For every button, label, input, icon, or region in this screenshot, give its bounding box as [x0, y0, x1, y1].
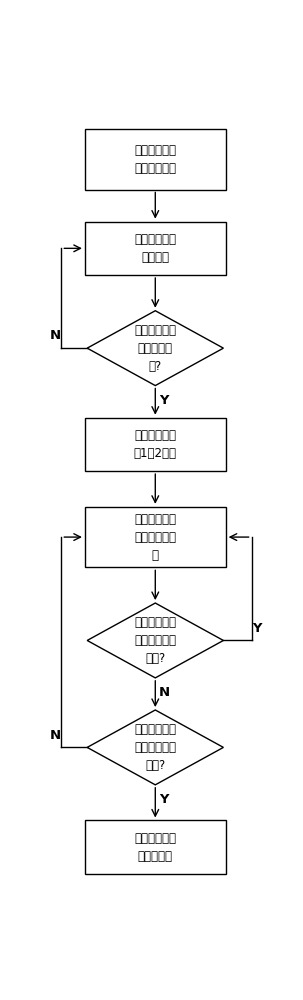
- Bar: [85, 820, 226, 874]
- Text: 工作缸内降温
到设定温度: 工作缸内降温 到设定温度: [134, 832, 176, 863]
- Polygon shape: [87, 710, 223, 785]
- Text: 水冷式冷却器
达到设定温
度?: 水冷式冷却器 达到设定温 度?: [134, 324, 176, 373]
- Text: 工作缸内温度
按照设定温度
降温?: 工作缸内温度 按照设定温度 降温?: [134, 723, 176, 772]
- Bar: [85, 129, 226, 190]
- Polygon shape: [87, 603, 223, 678]
- Text: Y: Y: [253, 622, 262, 635]
- Text: 两位三通气控
阀1、2开启: 两位三通气控 阀1、2开启: [134, 429, 177, 460]
- Text: Y: Y: [159, 394, 168, 407]
- Text: 设定工作缸温
度及降温速率: 设定工作缸温 度及降温速率: [134, 144, 176, 175]
- Text: 两位三通气控
调节阀开始调
节: 两位三通气控 调节阀开始调 节: [134, 513, 176, 562]
- Text: Y: Y: [159, 793, 168, 806]
- Bar: [85, 507, 226, 567]
- Text: N: N: [159, 686, 170, 699]
- Text: N: N: [50, 729, 61, 742]
- Polygon shape: [87, 311, 223, 386]
- Bar: [85, 418, 226, 471]
- Text: N: N: [50, 329, 61, 342]
- Text: 水冷式冷却器
温度大于设定
温度?: 水冷式冷却器 温度大于设定 温度?: [134, 616, 176, 665]
- Bar: [85, 222, 226, 275]
- Text: 水冷式冷却器
开启降温: 水冷式冷却器 开启降温: [134, 233, 176, 264]
